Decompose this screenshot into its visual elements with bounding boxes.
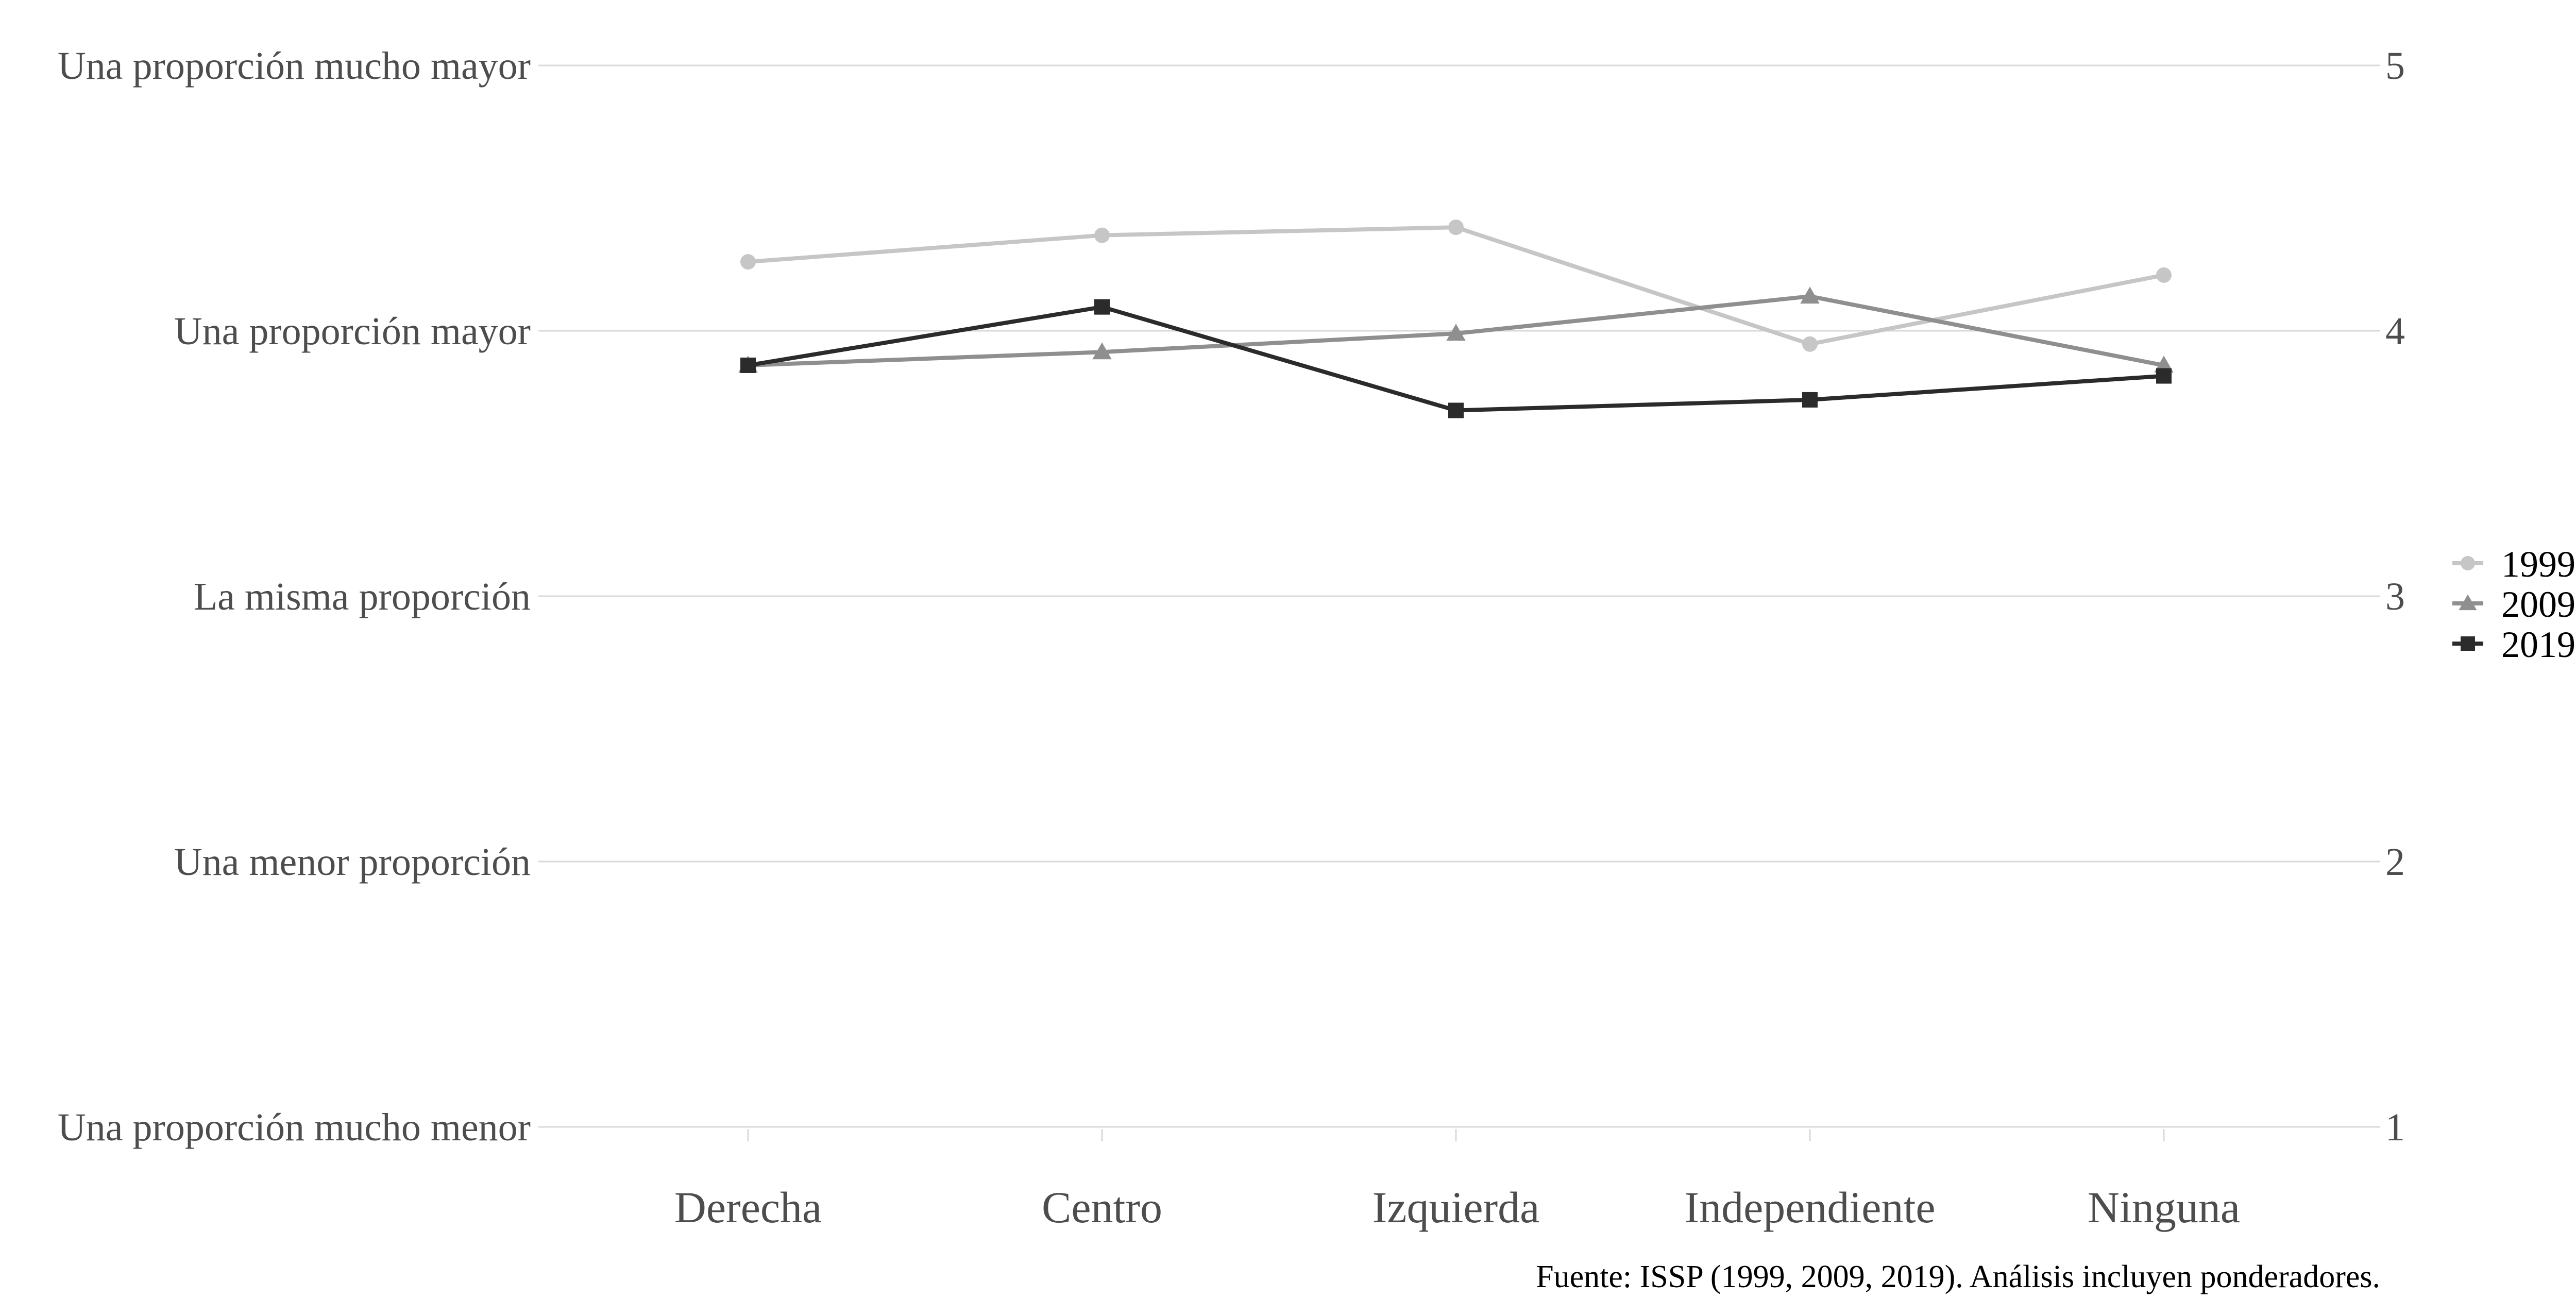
- data-point: [740, 357, 756, 373]
- legend-label: 1999: [2501, 544, 2575, 585]
- data-point: [1094, 299, 1110, 315]
- y-tick-label-left: Una proporción mucho menor: [58, 1106, 531, 1149]
- y-tick-label-right: 1: [2385, 1106, 2405, 1149]
- source-caption: Fuente: ISSP (1999, 2009, 2019). Análisi…: [1536, 1259, 2380, 1294]
- legend-label: 2019: [2501, 624, 2575, 665]
- data-point: [1448, 220, 1464, 235]
- data-point: [2461, 636, 2475, 651]
- legend-label: 2009: [2501, 584, 2575, 625]
- y-tick-label-left: Una proporción mucho mayor: [58, 44, 531, 88]
- data-point: [2461, 556, 2475, 570]
- y-tick-label-left: Una proporción mayor: [174, 310, 531, 353]
- x-tick-label: Derecha: [674, 1183, 822, 1232]
- data-point: [1092, 342, 1112, 360]
- y-tick-label-left: La misma proporción: [194, 575, 531, 618]
- data-point: [1446, 324, 1466, 341]
- grid-lines: [538, 64, 2380, 1128]
- data-point: [2459, 594, 2477, 611]
- data-point: [1800, 286, 1820, 304]
- series-2019: [740, 299, 2172, 418]
- y-axis-left-labels: Una proporción mucho menor Una menor prop…: [58, 44, 531, 1149]
- y-axis-right-labels: 1 2 3 4 5: [2385, 44, 2405, 1149]
- data-point: [1094, 227, 1110, 243]
- legend-item-2019: 2019: [2452, 624, 2575, 665]
- data-point: [2156, 368, 2172, 384]
- y-tick-label-right: 4: [2385, 310, 2405, 353]
- legend-item-2009: 2009: [2452, 584, 2575, 625]
- x-tick-label: Izquierda: [1372, 1183, 1540, 1232]
- y-tick-label-left: Una menor proporción: [174, 840, 531, 884]
- data-point: [1802, 392, 1818, 408]
- data-point: [1802, 336, 1818, 352]
- data-point: [1448, 402, 1464, 418]
- y-tick-label-right: 2: [2385, 840, 2405, 884]
- x-axis: Derecha Centro Izquierda Independiente Ningu…: [674, 1129, 2240, 1232]
- legend-item-1999: 1999: [2452, 544, 2575, 585]
- y-tick-label-right: 5: [2385, 44, 2405, 88]
- x-tick-label: Ninguna: [2088, 1183, 2240, 1232]
- data-point: [740, 254, 756, 270]
- y-tick-label-right: 3: [2385, 575, 2405, 618]
- x-tick-label: Independiente: [1684, 1183, 1935, 1232]
- series-group: [738, 220, 2174, 418]
- x-tick-label: Centro: [1042, 1183, 1162, 1232]
- data-point: [2156, 267, 2172, 283]
